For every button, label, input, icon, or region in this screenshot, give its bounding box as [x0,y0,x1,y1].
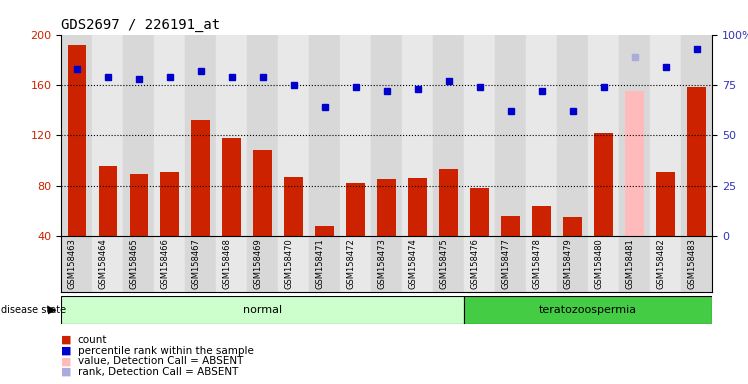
Bar [309,35,340,236]
Text: value, Detection Call = ABSENT: value, Detection Call = ABSENT [78,356,243,366]
Bar [625,91,644,236]
Text: GSM158465: GSM158465 [130,238,139,289]
Text: GSM158477: GSM158477 [502,238,511,289]
Bar [433,35,465,236]
Bar [681,35,712,236]
Bar [67,45,86,236]
Bar [309,236,340,292]
Text: GSM158482: GSM158482 [657,238,666,289]
Bar [402,35,433,236]
Bar [650,35,681,236]
Bar [191,120,210,236]
Bar [433,236,465,292]
Text: GSM158480: GSM158480 [595,238,604,289]
Bar [129,174,148,236]
Bar [340,236,371,292]
Bar [161,172,179,236]
Text: GSM158472: GSM158472 [347,238,356,289]
Bar [687,88,706,236]
Text: GSM158467: GSM158467 [191,238,200,289]
Bar [186,35,216,236]
Bar [439,169,458,236]
Bar [371,35,402,236]
Bar [465,35,495,236]
Text: GSM158476: GSM158476 [470,238,479,289]
Bar [222,138,241,236]
Bar [346,183,365,236]
Bar [656,172,675,236]
Bar [588,35,619,236]
Text: GSM158478: GSM158478 [533,238,542,289]
Bar [340,35,371,236]
Bar [154,35,186,236]
Text: disease state: disease state [1,305,66,315]
Text: ■: ■ [61,367,72,377]
Text: ■: ■ [61,356,72,366]
Text: GSM158481: GSM158481 [625,238,634,289]
Bar [278,236,309,292]
Bar [216,35,248,236]
Bar [371,236,402,292]
Text: GDS2697 / 226191_at: GDS2697 / 226191_at [61,18,221,32]
Bar [465,296,712,324]
Bar [99,166,117,236]
Text: normal: normal [243,305,282,315]
Bar [278,35,309,236]
Bar [402,236,433,292]
Bar [316,226,334,236]
Bar [254,151,272,236]
Bar [557,35,588,236]
Text: ■: ■ [61,335,72,345]
Bar [595,133,613,236]
Bar [501,216,520,236]
Bar [526,35,557,236]
Text: GSM158469: GSM158469 [254,238,263,289]
Bar [92,35,123,236]
Text: GSM158473: GSM158473 [378,238,387,289]
Bar [123,35,154,236]
Text: GSM158470: GSM158470 [285,238,294,289]
Bar [216,236,248,292]
Bar [123,236,154,292]
Text: GSM158479: GSM158479 [564,238,573,289]
Bar [61,35,92,236]
Bar [650,236,681,292]
Bar [465,236,495,292]
Text: teratozoospermia: teratozoospermia [539,305,637,315]
Bar [92,236,123,292]
Text: ■: ■ [61,346,72,356]
Text: count: count [78,335,107,345]
Text: GSM158475: GSM158475 [440,238,449,289]
Text: ▶: ▶ [49,305,57,315]
Bar [284,177,303,236]
Bar [533,206,551,236]
Bar [557,236,588,292]
Text: GSM158471: GSM158471 [316,238,325,289]
Bar [248,35,278,236]
Text: GSM158468: GSM158468 [223,238,232,289]
Text: GSM158463: GSM158463 [68,238,77,289]
Bar [186,236,216,292]
Text: GSM158483: GSM158483 [687,238,696,289]
Bar [378,179,396,236]
Text: percentile rank within the sample: percentile rank within the sample [78,346,254,356]
Bar [154,236,186,292]
Bar [588,236,619,292]
Bar [61,296,465,324]
Bar [526,236,557,292]
Text: GSM158474: GSM158474 [408,238,417,289]
Bar [619,236,650,292]
Text: GSM158464: GSM158464 [99,238,108,289]
Bar [408,178,427,236]
Bar [681,236,712,292]
Bar [495,236,526,292]
Bar [619,35,650,236]
Bar [248,236,278,292]
Bar [61,236,92,292]
Bar [495,35,526,236]
Bar [470,188,489,236]
Text: GSM158466: GSM158466 [161,238,170,289]
Bar [563,217,582,236]
Text: rank, Detection Call = ABSENT: rank, Detection Call = ABSENT [78,367,238,377]
